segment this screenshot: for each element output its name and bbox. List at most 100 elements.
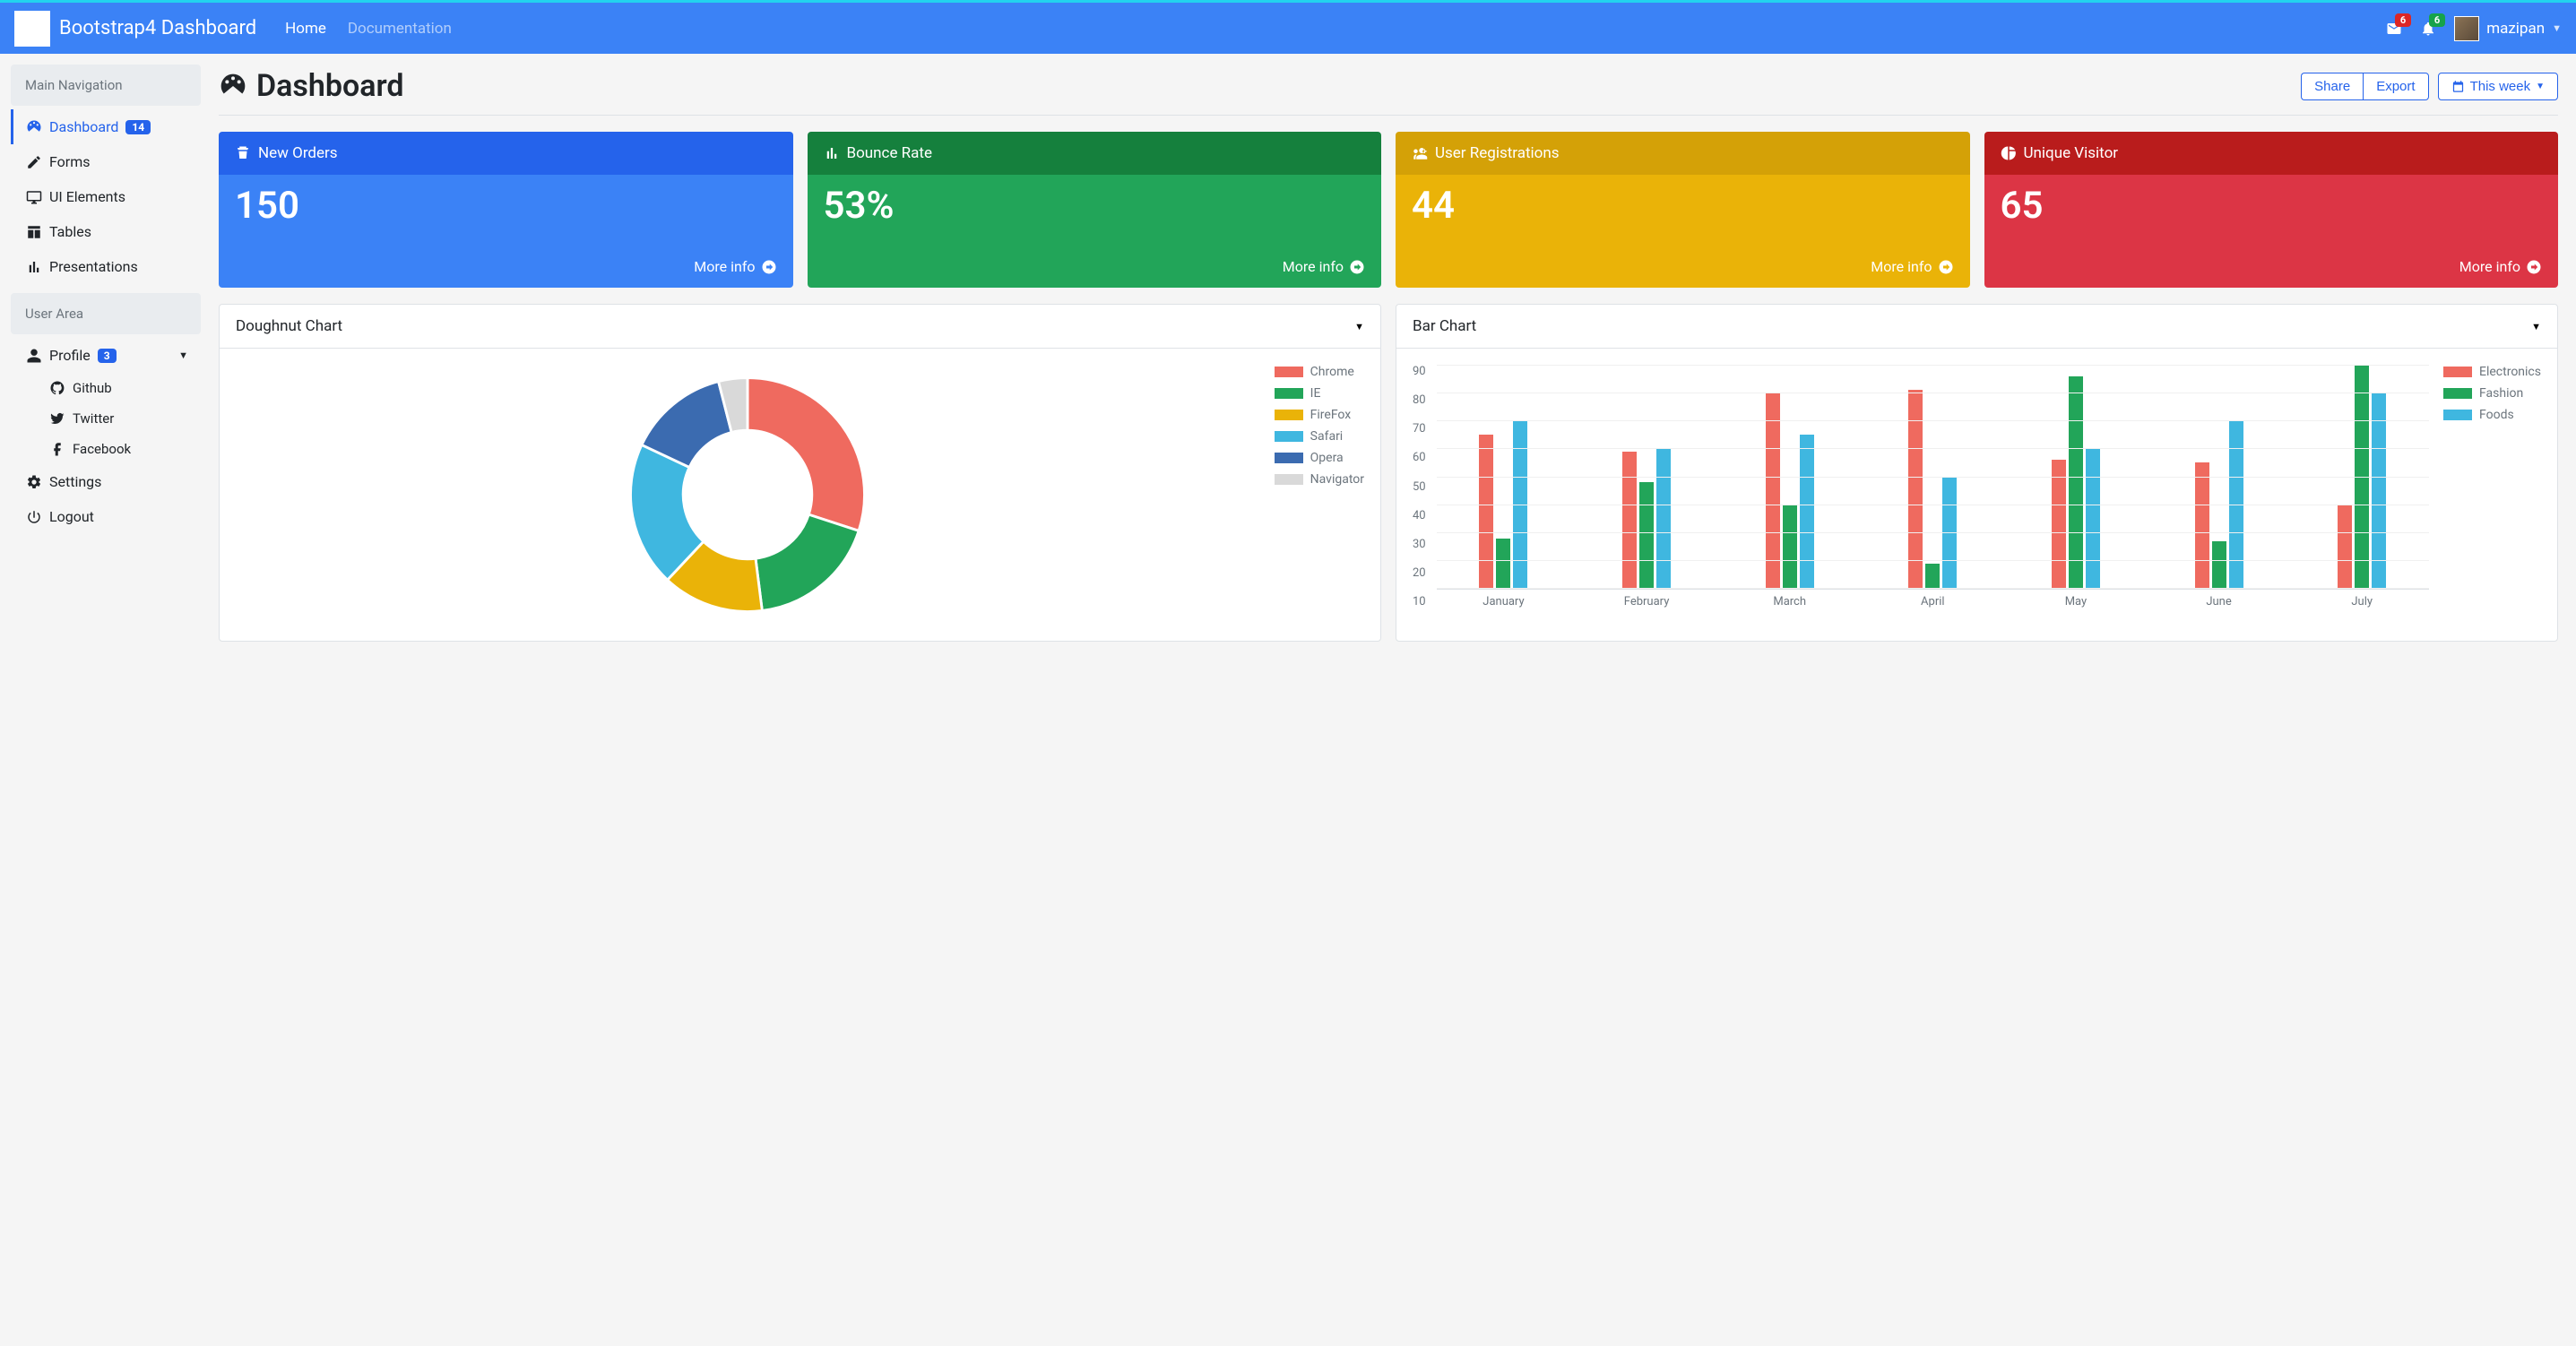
doughnut-chart-card: Doughnut Chart ▼ ChromeIEFireFoxSafariOp… <box>219 304 1381 642</box>
bar <box>1942 477 1957 589</box>
bar-group <box>1723 393 1857 589</box>
mail-button[interactable]: 6 <box>2386 21 2402 37</box>
bar <box>2086 449 2100 589</box>
sidebar-item-settings[interactable]: Settings <box>11 464 201 499</box>
user-menu[interactable]: mazipan ▼ <box>2454 16 2562 41</box>
chart-title: Doughnut Chart <box>236 317 342 335</box>
bar <box>2212 541 2226 589</box>
sidebar-item-forms[interactable]: Forms <box>11 144 201 179</box>
nav-documentation[interactable]: Documentation <box>348 20 452 38</box>
brand[interactable]: Bootstrap4 Dashboard <box>14 11 256 47</box>
x-label: July <box>2295 595 2429 608</box>
page-title: Dashboard <box>219 68 404 104</box>
username: mazipan <box>2486 20 2545 38</box>
stat-card: User Registrations 44 More info <box>1396 132 1970 288</box>
legend-item: Safari <box>1275 429 1364 444</box>
stat-value: 44 <box>1396 175 1970 249</box>
bar-group <box>1437 421 1571 590</box>
stat-title: Unique Visitor <box>2024 144 2119 162</box>
dashboard-icon <box>219 72 247 100</box>
nav-home[interactable]: Home <box>285 20 326 38</box>
dashboard-badge: 14 <box>125 120 151 134</box>
bar <box>1925 564 1940 589</box>
brand-title: Bootstrap4 Dashboard <box>59 17 256 39</box>
legend-swatch <box>2443 410 2472 420</box>
doughnut-slice <box>748 378 865 531</box>
sidebar-item-label: Facebook <box>73 441 131 457</box>
brand-logo <box>14 11 50 47</box>
sidebar-item-presentations[interactable]: Presentations <box>11 249 201 284</box>
profile-submenu: Github Twitter Facebook <box>11 373 201 464</box>
period-dropdown[interactable]: This week ▼ <box>2438 73 2558 100</box>
chart-menu-button[interactable]: ▼ <box>2531 321 2541 332</box>
legend-label: Electronics <box>2479 365 2541 379</box>
legend-item: Navigator <box>1275 472 1364 487</box>
sidebar: Main Navigation Dashboard 14 Forms UI El… <box>0 54 212 663</box>
sidebar-item-profile[interactable]: Profile 3 ▼ <box>11 338 201 373</box>
bar-chart-card: Bar Chart ▼ 908070605040302010 JanuaryFe… <box>1396 304 2558 642</box>
legend-label: Foods <box>2479 408 2514 422</box>
stat-card: Unique Visitor 65 More info <box>1984 132 2559 288</box>
bar <box>1479 435 1493 589</box>
bar-group <box>2009 376 2143 590</box>
stat-title: Bounce Rate <box>847 144 932 162</box>
main-content: Dashboard Share Export This week ▼ New O… <box>212 54 2576 663</box>
legend-item: Fashion <box>2443 386 2541 401</box>
sidebar-item-tables[interactable]: Tables <box>11 214 201 249</box>
legend-swatch <box>2443 388 2472 399</box>
bar <box>2372 393 2386 589</box>
stat-more-info[interactable]: More info <box>1984 249 2559 288</box>
bar-chart: 908070605040302010 JanuaryFebruaryMarchA… <box>1413 365 2429 608</box>
bar <box>2052 460 2066 589</box>
y-tick: 20 <box>1413 566 1426 580</box>
user-icon <box>26 348 42 364</box>
stats-row: New Orders 150 More info Bounce Rate 53%… <box>219 132 2558 288</box>
bar <box>1639 482 1654 589</box>
desktop-icon <box>26 189 42 205</box>
bar <box>2355 365 2369 589</box>
share-button[interactable]: Share <box>2301 73 2363 100</box>
y-tick: 40 <box>1413 509 1426 522</box>
page-header: Dashboard Share Export This week ▼ <box>219 68 2558 116</box>
legend-swatch <box>2443 367 2472 377</box>
export-button[interactable]: Export <box>2363 73 2428 100</box>
bar <box>1496 539 1510 589</box>
sidebar-item-facebook[interactable]: Facebook <box>34 434 201 464</box>
sidebar-item-github[interactable]: Github <box>34 373 201 403</box>
doughnut-slice <box>756 514 859 610</box>
stat-more-info[interactable]: More info <box>808 249 1382 288</box>
stat-more-info[interactable]: More info <box>1396 249 1970 288</box>
bar <box>2069 376 2083 590</box>
legend-item: FireFox <box>1275 408 1364 422</box>
bar <box>1908 390 1923 589</box>
github-icon <box>49 380 65 396</box>
power-icon <box>26 509 42 525</box>
header-actions: Share Export This week ▼ <box>2301 73 2558 100</box>
sidebar-item-label: Logout <box>49 508 94 525</box>
legend-label: Fashion <box>2479 386 2523 401</box>
stat-head: User Registrations <box>1396 132 1970 175</box>
bar-chart-icon <box>26 259 42 275</box>
sidebar-item-dashboard[interactable]: Dashboard 14 <box>11 109 201 144</box>
y-tick: 80 <box>1413 393 1426 407</box>
legend-label: Opera <box>1310 451 1344 465</box>
sidebar-item-ui-elements[interactable]: UI Elements <box>11 179 201 214</box>
bar <box>1766 393 1780 589</box>
stat-more-info[interactable]: More info <box>219 249 793 288</box>
sidebar-section-main: Main Navigation <box>11 65 201 106</box>
table-icon <box>26 224 42 240</box>
sidebar-item-twitter[interactable]: Twitter <box>34 403 201 434</box>
chart-menu-button[interactable]: ▼ <box>1354 321 1364 332</box>
notifications-badge: 6 <box>2429 13 2445 27</box>
stat-icon <box>235 145 251 161</box>
stat-card: New Orders 150 More info <box>219 132 793 288</box>
legend-item: Foods <box>2443 408 2541 422</box>
sidebar-item-logout[interactable]: Logout <box>11 499 201 534</box>
y-tick: 10 <box>1413 595 1426 608</box>
stat-head: Unique Visitor <box>1984 132 2559 175</box>
notifications-button[interactable]: 6 <box>2420 21 2436 37</box>
legend-swatch <box>1275 388 1303 399</box>
sidebar-item-label: Forms <box>49 153 91 170</box>
bar-group <box>2295 365 2429 589</box>
legend-swatch <box>1275 367 1303 377</box>
